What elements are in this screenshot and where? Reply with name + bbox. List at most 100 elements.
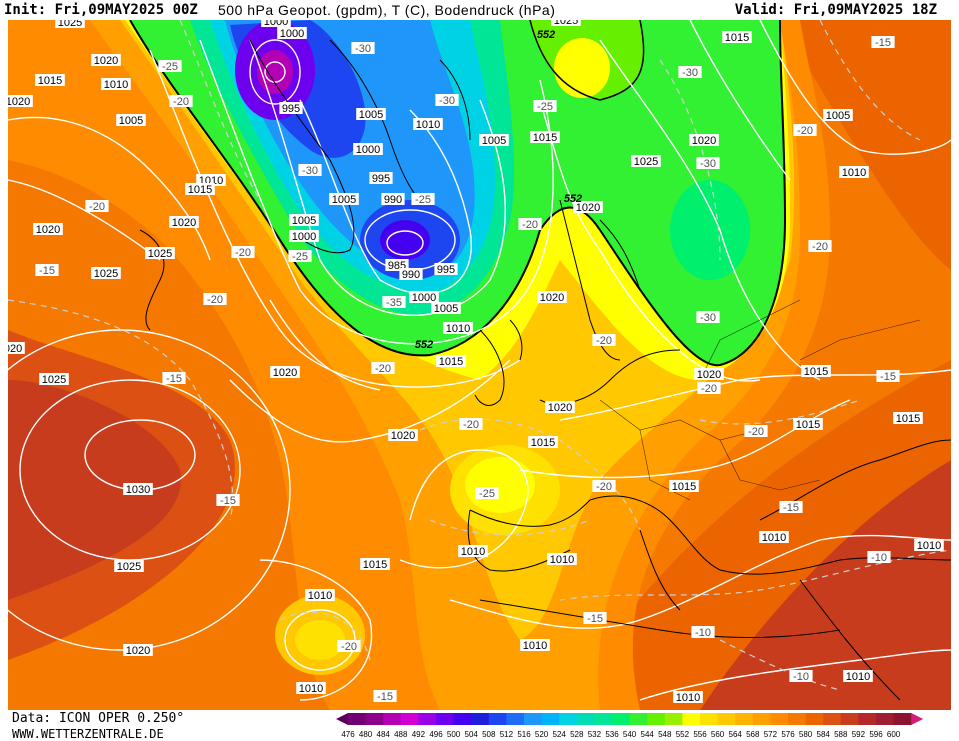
- pressure-label: 1015: [188, 184, 212, 196]
- pressure-label: 1010: [676, 692, 700, 704]
- pressure-label-box: [329, 193, 359, 205]
- pressure-label-box: [631, 155, 661, 167]
- legend-swatch: [788, 713, 807, 725]
- pressure-label-box: [759, 531, 789, 543]
- legend-swatch: [752, 713, 771, 725]
- init-time-label: Init: Fri,09MAY2025 00Z: [4, 2, 198, 18]
- legend-tick-label: 484: [377, 730, 391, 739]
- pressure-label-box: [360, 558, 390, 570]
- legend-swatch: [348, 713, 367, 725]
- temperature-label-box: [459, 418, 483, 430]
- pressure-label-box: [388, 429, 418, 441]
- pressure-label: 1000: [412, 292, 436, 304]
- legend-swatch: [488, 713, 507, 725]
- legend-tick-label: 540: [623, 730, 637, 739]
- pressure-label: 1015: [672, 481, 696, 493]
- pressure-label-box: [537, 291, 567, 303]
- pressure-label: 1025: [94, 268, 118, 280]
- temperature-label: -20: [748, 426, 764, 438]
- pressure-label: 1020: [548, 402, 572, 414]
- pressure-label-box: [547, 553, 577, 565]
- pressure-label-box: [123, 644, 153, 656]
- temperature-label-box: [876, 370, 900, 382]
- temperature-label: -15: [377, 691, 393, 703]
- temperature-label-box: [35, 264, 59, 276]
- pressure-label-box: [801, 365, 831, 377]
- iceland-low-inner: [380, 220, 430, 260]
- legend-tick-label: 556: [693, 730, 707, 739]
- legend-swatch: [840, 713, 859, 725]
- pressure-label-box: [443, 322, 473, 334]
- temperature-labels: -30 -25 -20 -30 -25 -30 -15 -20 -30 -30 -25 -20 -20 -…: [35, 36, 900, 703]
- pressure-label: 1015: [363, 559, 387, 571]
- legend-tick-label: 588: [834, 730, 848, 739]
- pressure-label: 1020: [8, 96, 30, 108]
- pressure-label: 1005: [826, 110, 850, 122]
- pressure-label: 1010: [416, 119, 440, 131]
- temperature-label-box: [435, 94, 459, 106]
- legend-tick-label: 508: [482, 730, 496, 739]
- pressure-label: 995: [437, 264, 455, 276]
- legend-arrow-high: [911, 713, 924, 725]
- temperature-label-box: [533, 100, 557, 112]
- temperature-label: -10: [793, 671, 809, 683]
- pressure-label: 995: [372, 173, 390, 185]
- pressure-label-box: [39, 373, 69, 385]
- legend-swatch: [735, 713, 754, 725]
- pressure-label: 1015: [533, 132, 557, 144]
- pressure-label-box: [399, 268, 423, 280]
- forecast-map: 1025 1000 1000 1020 1015 1010 1020 995 1005 1005 1…: [8, 20, 951, 710]
- pressure-label-box: [893, 412, 923, 424]
- legend-swatch: [647, 713, 666, 725]
- legend-swatch: [524, 713, 543, 725]
- legend-swatch: [858, 713, 877, 725]
- legend-swatch: [770, 713, 789, 725]
- pressure-label: 1015: [439, 356, 463, 368]
- pressure-label: 1025: [148, 248, 172, 260]
- temperature-label: -35: [386, 297, 402, 309]
- legend-tick-label: 492: [412, 730, 426, 739]
- band-southeast-mid: [560, 360, 951, 710]
- atlantic-cold-core: [295, 620, 345, 660]
- temperature-label-box: [744, 425, 768, 437]
- temperature-label: -10: [695, 627, 711, 639]
- pressure-label: 1010: [461, 546, 485, 558]
- color-legend: 476 480 484 488 492 496 500 504 508 512 516 520 524 5…: [336, 713, 924, 739]
- legend-tick-label: 524: [553, 730, 567, 739]
- band-southeast-hot: [700, 460, 951, 710]
- pressure-label-box: [545, 401, 575, 413]
- temperature-label: -20: [207, 294, 223, 306]
- temperature-label-box: [216, 494, 240, 506]
- pressure-label: 1015: [38, 75, 62, 87]
- pressure-label: 1005: [434, 303, 458, 315]
- pressure-label-box: [101, 78, 131, 90]
- temperature-label: -15: [880, 371, 896, 383]
- temperature-label-box: [696, 157, 720, 169]
- chart-title: 500 hPa Geopot. (gpdm), T (C), Bodendruc…: [218, 2, 556, 18]
- temperature-label-box: [371, 362, 395, 374]
- legend-tick-label: 488: [394, 730, 408, 739]
- temperature-label: -20: [812, 241, 828, 253]
- legend-tick-label: 476: [341, 730, 355, 739]
- temperature-label-box: [592, 334, 616, 346]
- temperature-label: -15: [39, 265, 55, 277]
- temperature-label-box: [337, 640, 361, 652]
- temperature-label-box: [203, 293, 227, 305]
- temperature-label-box: [288, 250, 312, 262]
- temperature-label: -30: [682, 67, 698, 79]
- temperature-label: -15: [783, 502, 799, 514]
- geopotential-label: 552: [564, 193, 582, 205]
- pressure-label: 1020: [94, 55, 118, 67]
- pressure-label-box: [669, 480, 699, 492]
- legend-tick-label: 568: [746, 730, 760, 739]
- pressure-label: 1010: [917, 540, 941, 552]
- pressure-label: 1010: [846, 671, 870, 683]
- temperature-label: -25: [162, 61, 178, 73]
- legend-tick-label: 528: [570, 730, 584, 739]
- pressure-label-box: [369, 172, 393, 184]
- temperature-label: -25: [479, 488, 495, 500]
- pressure-label-box: [356, 108, 386, 120]
- pressure-label: 1010: [762, 532, 786, 544]
